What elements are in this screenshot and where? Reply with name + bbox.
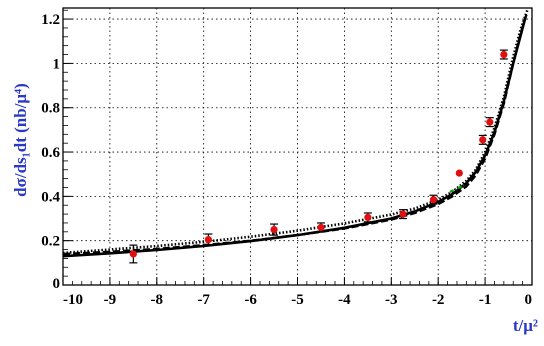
x-tick-label: -2 bbox=[432, 292, 445, 308]
y-tick-label: 0.8 bbox=[41, 101, 60, 117]
data-point bbox=[270, 226, 278, 234]
y-axis-title: dσ/ds₁dt (nb/μ⁴) bbox=[11, 83, 30, 197]
data-point bbox=[204, 235, 212, 244]
x-tick-labels: -10 -9 -8 -7 -6 -5 -4 -3 -2 -1 0 bbox=[63, 292, 532, 308]
x-axis-title: t/μ² bbox=[513, 316, 538, 335]
curve-dotted bbox=[62, 9, 529, 255]
data-point bbox=[486, 118, 494, 126]
y-tick-label: 0.6 bbox=[41, 145, 60, 161]
data-point bbox=[455, 169, 463, 177]
data-points bbox=[129, 49, 508, 264]
x-tick-label: -5 bbox=[291, 292, 304, 308]
y-tick-label: 0.2 bbox=[41, 234, 60, 250]
x-tick-label: -1 bbox=[479, 292, 492, 308]
x-tick-label: -7 bbox=[197, 292, 210, 308]
x-tick-label: -6 bbox=[244, 292, 257, 308]
ticks bbox=[62, 9, 533, 286]
y-tick-labels: 0 0.2 0.4 0.6 0.8 1 1.2 bbox=[41, 12, 60, 292]
curves bbox=[62, 9, 529, 258]
data-point bbox=[429, 196, 438, 204]
y-tick-label: 1 bbox=[53, 56, 61, 72]
x-tick-label: -8 bbox=[151, 292, 164, 308]
curve-dash-dot bbox=[449, 184, 465, 193]
x-tick-label: -4 bbox=[338, 292, 351, 308]
y-tick-label: 0.4 bbox=[41, 189, 60, 205]
x-tick-label: -9 bbox=[104, 292, 117, 308]
data-point bbox=[317, 223, 325, 231]
x-tick-label: 0 bbox=[525, 292, 533, 308]
data-point bbox=[364, 213, 372, 222]
data-point bbox=[129, 250, 137, 258]
x-tick-label: -10 bbox=[63, 292, 83, 308]
data-point bbox=[500, 50, 508, 59]
data-point bbox=[399, 210, 407, 218]
y-tick-label: 0 bbox=[53, 276, 61, 292]
y-tick-label: 1.2 bbox=[41, 12, 60, 28]
x-tick-label: -3 bbox=[385, 292, 398, 308]
data-point bbox=[479, 136, 487, 144]
grid bbox=[63, 8, 532, 285]
curve-dashed bbox=[62, 14, 528, 256]
